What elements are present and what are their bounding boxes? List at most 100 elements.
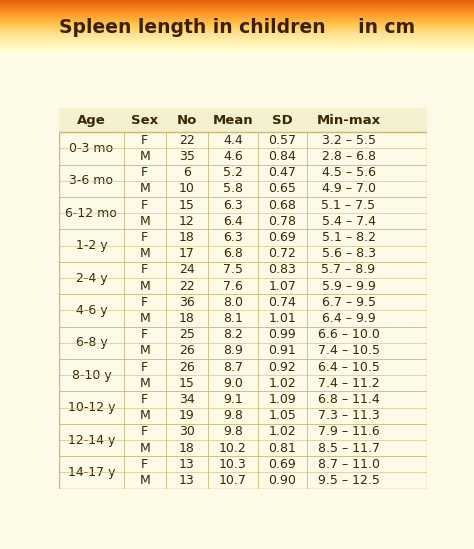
Text: 12: 12 xyxy=(179,215,195,228)
Text: F: F xyxy=(141,458,148,471)
Text: 0.47: 0.47 xyxy=(268,166,296,179)
Text: F: F xyxy=(141,296,148,309)
Text: 0.69: 0.69 xyxy=(269,458,296,471)
Text: Age: Age xyxy=(77,114,106,127)
Text: 0.65: 0.65 xyxy=(268,182,296,195)
Text: M: M xyxy=(139,409,150,422)
Text: 7.5: 7.5 xyxy=(223,264,243,277)
Text: 0.68: 0.68 xyxy=(268,199,296,212)
Text: Spleen length in children     in cm: Spleen length in children in cm xyxy=(59,18,415,37)
Text: M: M xyxy=(139,312,150,325)
Text: 6.3: 6.3 xyxy=(223,199,243,212)
Text: 9.8: 9.8 xyxy=(223,409,243,422)
Text: 1.01: 1.01 xyxy=(269,312,296,325)
Text: 7.6: 7.6 xyxy=(223,279,243,293)
Text: M: M xyxy=(139,279,150,293)
Text: 1.05: 1.05 xyxy=(268,409,296,422)
Bar xyxy=(59,262,427,278)
Bar xyxy=(59,407,427,424)
Text: 12-14 y: 12-14 y xyxy=(68,434,115,446)
Text: 5.1 – 7.5: 5.1 – 7.5 xyxy=(321,199,375,212)
Text: 5.2: 5.2 xyxy=(223,166,243,179)
Text: 6-8 y: 6-8 y xyxy=(75,337,107,349)
Text: 17: 17 xyxy=(179,247,195,260)
Text: 5.6 – 8.3: 5.6 – 8.3 xyxy=(321,247,375,260)
Text: Min-max: Min-max xyxy=(317,114,381,127)
Text: 3-6 mo: 3-6 mo xyxy=(69,175,113,187)
Bar xyxy=(59,148,427,165)
Text: 7.3 – 11.3: 7.3 – 11.3 xyxy=(318,409,379,422)
Text: 19: 19 xyxy=(179,409,195,422)
Bar xyxy=(59,343,427,359)
Bar xyxy=(59,391,427,407)
Text: 10-12 y: 10-12 y xyxy=(68,401,115,414)
Bar xyxy=(59,440,427,456)
Text: 6.8 – 11.4: 6.8 – 11.4 xyxy=(318,393,379,406)
Text: F: F xyxy=(141,361,148,374)
Text: 6: 6 xyxy=(183,166,191,179)
Text: 7.4 – 11.2: 7.4 – 11.2 xyxy=(318,377,379,390)
Text: 3.2 – 5.5: 3.2 – 5.5 xyxy=(321,134,375,147)
Text: 0.90: 0.90 xyxy=(268,474,296,487)
Text: 8.1: 8.1 xyxy=(223,312,243,325)
Text: 8.7: 8.7 xyxy=(223,361,243,374)
Text: 0.99: 0.99 xyxy=(269,328,296,341)
Text: 34: 34 xyxy=(179,393,195,406)
Text: 5.4 – 7.4: 5.4 – 7.4 xyxy=(321,215,375,228)
Text: 10.7: 10.7 xyxy=(219,474,247,487)
Text: 6.7 – 9.5: 6.7 – 9.5 xyxy=(321,296,375,309)
Text: M: M xyxy=(139,247,150,260)
Text: Sex: Sex xyxy=(131,114,158,127)
Text: 4.5 – 5.6: 4.5 – 5.6 xyxy=(321,166,375,179)
Text: 0.69: 0.69 xyxy=(269,231,296,244)
Bar xyxy=(59,310,427,327)
Text: F: F xyxy=(141,328,148,341)
Text: F: F xyxy=(141,264,148,277)
Text: 18: 18 xyxy=(179,441,195,455)
Text: 4.9 – 7.0: 4.9 – 7.0 xyxy=(321,182,375,195)
Bar xyxy=(59,359,427,375)
Text: 0.92: 0.92 xyxy=(269,361,296,374)
Text: M: M xyxy=(139,344,150,357)
Bar xyxy=(59,472,427,489)
Text: 6.4: 6.4 xyxy=(223,215,243,228)
Text: M: M xyxy=(139,377,150,390)
Text: 8.0: 8.0 xyxy=(223,296,243,309)
Text: 6.3: 6.3 xyxy=(223,231,243,244)
Text: 0.78: 0.78 xyxy=(268,215,296,228)
Text: 2.8 – 6.8: 2.8 – 6.8 xyxy=(321,150,375,163)
Text: 0.74: 0.74 xyxy=(268,296,296,309)
Text: 10.3: 10.3 xyxy=(219,458,246,471)
Text: 1.02: 1.02 xyxy=(269,425,296,439)
Text: 0.57: 0.57 xyxy=(268,134,296,147)
Text: 5.8: 5.8 xyxy=(223,182,243,195)
Text: 9.8: 9.8 xyxy=(223,425,243,439)
Text: 22: 22 xyxy=(179,279,195,293)
Text: 1.07: 1.07 xyxy=(268,279,296,293)
Text: 0-3 mo: 0-3 mo xyxy=(69,142,113,155)
Text: 4.4: 4.4 xyxy=(223,134,243,147)
Text: 18: 18 xyxy=(179,231,195,244)
Text: 1.02: 1.02 xyxy=(269,377,296,390)
Bar xyxy=(59,456,427,472)
Text: M: M xyxy=(139,150,150,163)
Text: 13: 13 xyxy=(179,474,195,487)
Text: 18: 18 xyxy=(179,312,195,325)
Text: F: F xyxy=(141,425,148,439)
Text: 1.09: 1.09 xyxy=(269,393,296,406)
Text: 9.5 – 12.5: 9.5 – 12.5 xyxy=(318,474,380,487)
Text: F: F xyxy=(141,134,148,147)
Text: 8.7 – 11.0: 8.7 – 11.0 xyxy=(318,458,380,471)
Text: 8.9: 8.9 xyxy=(223,344,243,357)
Text: 6.4 – 10.5: 6.4 – 10.5 xyxy=(318,361,380,374)
Bar xyxy=(59,245,427,262)
Text: M: M xyxy=(139,182,150,195)
Text: 9.0: 9.0 xyxy=(223,377,243,390)
Text: 36: 36 xyxy=(179,296,195,309)
Text: 0.81: 0.81 xyxy=(268,441,296,455)
Bar xyxy=(59,181,427,197)
Bar xyxy=(59,375,427,391)
Text: 10.2: 10.2 xyxy=(219,441,246,455)
Text: 5.7 – 8.9: 5.7 – 8.9 xyxy=(321,264,375,277)
Text: F: F xyxy=(141,166,148,179)
